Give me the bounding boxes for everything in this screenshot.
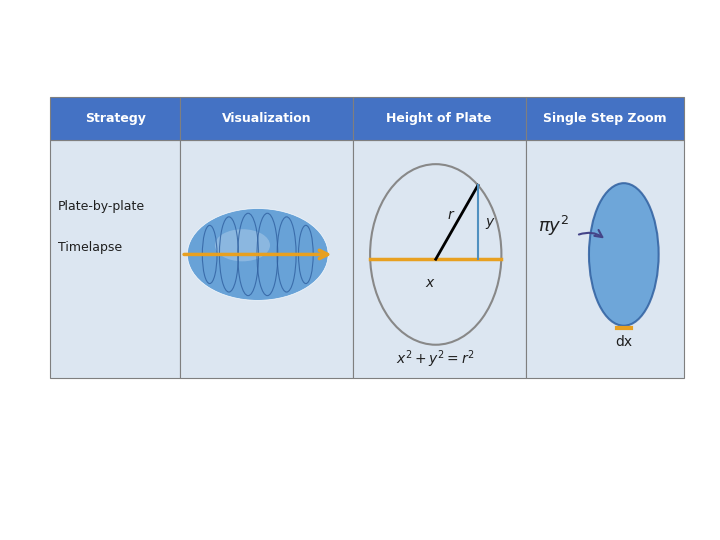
Text: $\pi y^2$: $\pi y^2$ [539,214,570,238]
FancyBboxPatch shape [50,97,180,140]
Ellipse shape [589,183,659,326]
FancyBboxPatch shape [180,97,353,140]
FancyBboxPatch shape [526,140,684,378]
Text: Timelapse: Timelapse [58,241,122,254]
Text: r: r [447,208,453,222]
FancyBboxPatch shape [353,97,526,140]
Text: dx: dx [616,335,632,349]
FancyBboxPatch shape [50,140,180,378]
Text: Visualization: Visualization [222,112,311,125]
FancyBboxPatch shape [526,97,684,140]
Text: Height of Plate: Height of Plate [387,112,492,125]
FancyBboxPatch shape [353,140,526,378]
Text: y: y [485,215,493,230]
FancyBboxPatch shape [180,140,353,378]
Text: $x^2 + y^2 = r^2$: $x^2 + y^2 = r^2$ [396,348,475,370]
Text: x: x [425,276,433,290]
Ellipse shape [215,229,270,261]
Text: Plate-by-plate: Plate-by-plate [58,200,145,213]
Ellipse shape [187,208,328,300]
Text: Strategy: Strategy [85,112,145,125]
Text: Single Step Zoom: Single Step Zoom [543,112,667,125]
